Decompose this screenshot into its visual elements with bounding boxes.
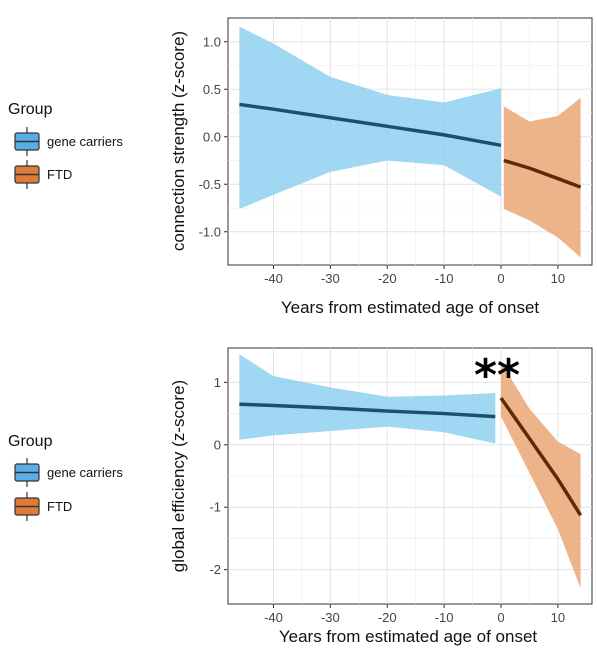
panel-2-x-axis-title: Years from estimated age of onset bbox=[279, 627, 538, 646]
x-tick-label: 10 bbox=[551, 271, 565, 286]
ftd-trend-line bbox=[503, 158, 582, 189]
x-tick-label: 10 bbox=[551, 610, 565, 625]
panel-2-y-axis-title: global efficiency (z-score) bbox=[169, 380, 188, 572]
panel-1-x-axis-title: Years from estimated age of onset bbox=[281, 298, 540, 317]
legend-2-ftd-label: FTD bbox=[47, 499, 72, 514]
chart-panel-2: -40 -30 -20 -10 0 10 -2-101 ** Years from est… bbox=[8, 347, 593, 646]
legend-2-title: Group bbox=[8, 433, 53, 450]
x-tick-label: -30 bbox=[321, 610, 340, 625]
panel-2-confidence-bands bbox=[239, 354, 581, 589]
legend-2-ftd-key bbox=[14, 492, 40, 521]
y-tick-label: -2 bbox=[209, 562, 221, 577]
legend-2-gene-carriers-key bbox=[14, 458, 40, 487]
significance-annotation: ** bbox=[474, 350, 520, 401]
y-tick-label: 1.0 bbox=[203, 34, 221, 49]
x-tick-label: -10 bbox=[435, 271, 454, 286]
panel-2-x-ticks: -40 -30 -20 -10 0 10 bbox=[264, 604, 565, 625]
panel-1-y-axis-title: connection strength (z-score) bbox=[169, 31, 188, 251]
ftd-confidence-band bbox=[503, 97, 581, 258]
panel-1-trend-lines bbox=[239, 102, 582, 189]
x-tick-label: -40 bbox=[264, 271, 283, 286]
x-tick-label: 0 bbox=[497, 610, 504, 625]
x-tick-label: -20 bbox=[378, 610, 397, 625]
x-tick-label: -10 bbox=[435, 610, 454, 625]
chart-panel-1: -40 -30 -20 -10 0 10 -1.0 -0.5 0.0 0.5 1.0 Years … bbox=[8, 17, 593, 317]
gene-carriers-trend-line bbox=[239, 402, 496, 419]
y-tick-label: 0.0 bbox=[203, 129, 221, 144]
x-tick-label: -40 bbox=[264, 610, 283, 625]
y-tick-label: 0 bbox=[214, 437, 221, 452]
x-tick-label: -30 bbox=[321, 271, 340, 286]
x-tick-label: 0 bbox=[497, 271, 504, 286]
y-tick-label: 1 bbox=[214, 375, 221, 390]
panel-2-y-ticks: -2 -1 0 1 bbox=[209, 375, 228, 577]
y-tick-label: 0.5 bbox=[203, 82, 221, 97]
x-tick-label: -20 bbox=[378, 271, 397, 286]
legend-1-gene-carriers-label: gene carriers bbox=[47, 134, 123, 149]
gene-carriers-trend-line bbox=[239, 102, 502, 148]
panel-2-trend-lines bbox=[239, 396, 583, 517]
panel-1-confidence-bands bbox=[239, 26, 581, 258]
panel-1-legend: Group gene carriers FTD bbox=[8, 101, 123, 189]
legend-1-title: Group bbox=[8, 101, 53, 118]
panel-1-x-ticks: -40 -30 -20 -10 0 10 bbox=[264, 265, 565, 286]
ftd-trend-line bbox=[499, 396, 583, 517]
ftd-confidence-band bbox=[501, 362, 581, 589]
y-tick-label: -1 bbox=[209, 500, 221, 515]
panel-1-y-ticks: -1.0 -0.5 0.0 0.5 1.0 bbox=[199, 34, 228, 239]
legend-1-ftd-label: FTD bbox=[47, 167, 72, 182]
legend-1-gene-carriers-key bbox=[14, 127, 40, 156]
legend-2-gene-carriers-label: gene carriers bbox=[47, 465, 123, 480]
legend-1-ftd-key bbox=[14, 160, 40, 189]
gene-carriers-confidence-band bbox=[239, 354, 496, 444]
y-tick-label: -0.5 bbox=[199, 177, 221, 192]
panel-2-legend: Group gene carriers FTD bbox=[8, 433, 123, 521]
y-tick-label: -1.0 bbox=[199, 224, 221, 239]
gene-carriers-confidence-band bbox=[239, 26, 501, 209]
